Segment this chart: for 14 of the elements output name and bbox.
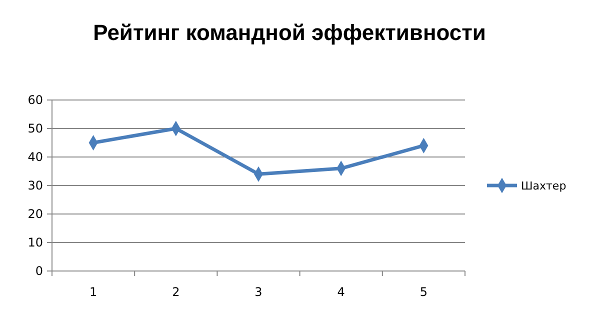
y-tick-label: 60 bbox=[28, 93, 43, 108]
y-tick-label: 30 bbox=[28, 178, 43, 193]
y-tick-label: 20 bbox=[28, 207, 43, 222]
x-tick-label: 4 bbox=[337, 285, 345, 299]
x-tick-label: 3 bbox=[254, 285, 262, 299]
x-tick-label: 5 bbox=[420, 285, 428, 299]
y-tick-label: 50 bbox=[28, 122, 43, 136]
y-tick-label: 40 bbox=[28, 150, 43, 164]
x-tick-label: 2 bbox=[172, 285, 180, 299]
chart-title: Рейтинг командной эффективности bbox=[93, 20, 486, 45]
y-tick-label: 10 bbox=[28, 236, 43, 250]
y-tick-label: 0 bbox=[35, 264, 43, 278]
x-tick-label: 1 bbox=[89, 285, 98, 299]
legend-label: Шахтер bbox=[521, 179, 566, 192]
